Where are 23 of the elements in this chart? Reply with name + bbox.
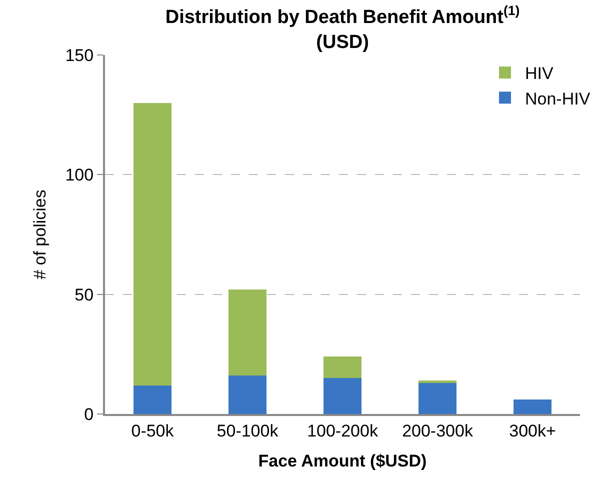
- y-tick-label: 100: [65, 166, 94, 185]
- y-tick-label: 50: [74, 285, 94, 304]
- bar: [134, 102, 172, 386]
- legend-label: HIV: [525, 64, 554, 84]
- x-tick-label: 50-100k: [216, 421, 279, 440]
- bar: [418, 382, 456, 414]
- x-axis-title: Face Amount ($USD): [258, 451, 427, 470]
- x-tick-label: 200-300k: [402, 421, 474, 440]
- bar: [228, 376, 266, 414]
- x-tick-label: 100-200k: [307, 421, 378, 440]
- bar: [324, 356, 362, 378]
- legend-label: Non-HIV: [525, 89, 591, 108]
- bar: [324, 378, 362, 414]
- y-tick-label: 0: [84, 404, 94, 424]
- bar: [418, 380, 456, 383]
- x-tick-label: 0-50k: [131, 421, 174, 440]
- bar: [134, 385, 172, 414]
- y-tick-label: 150: [65, 46, 94, 65]
- y-axis-title: # of policies: [30, 190, 50, 280]
- chart-title: Distribution by Death Benefit Amount$^{(1)}$ (USD): [165, 3, 520, 53]
- bar: [514, 400, 552, 414]
- bar: [228, 290, 266, 376]
- x-tick-label: 300k+: [509, 421, 556, 440]
